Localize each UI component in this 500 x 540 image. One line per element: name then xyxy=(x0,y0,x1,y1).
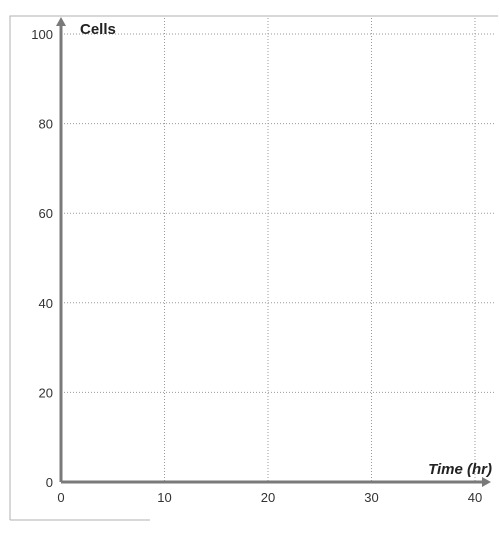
x-axis-arrow-icon xyxy=(482,477,491,487)
y-tick-label: 40 xyxy=(39,296,53,311)
chart-border xyxy=(9,15,498,520)
y-tick-label: 20 xyxy=(39,385,53,400)
y-tick-label: 100 xyxy=(31,27,53,42)
tick-labels: 0 10 20 30 40 0 20 40 60 80 100 xyxy=(31,27,482,505)
y-axis-arrow-icon xyxy=(56,17,66,26)
y-tick-label: 80 xyxy=(39,117,53,132)
axes xyxy=(56,17,491,487)
grid xyxy=(61,18,496,482)
y-axis-label: Cells xyxy=(80,21,116,38)
x-tick-label: 10 xyxy=(157,490,171,505)
y-tick-label: 60 xyxy=(39,206,53,221)
x-tick-label: 40 xyxy=(468,490,482,505)
x-axis-label: Time (hr) xyxy=(428,461,492,478)
x-tick-label: 20 xyxy=(261,490,275,505)
x-tick-label: 30 xyxy=(364,490,378,505)
y-tick-label: 0 xyxy=(46,475,53,490)
x-tick-label: 0 xyxy=(57,490,64,505)
